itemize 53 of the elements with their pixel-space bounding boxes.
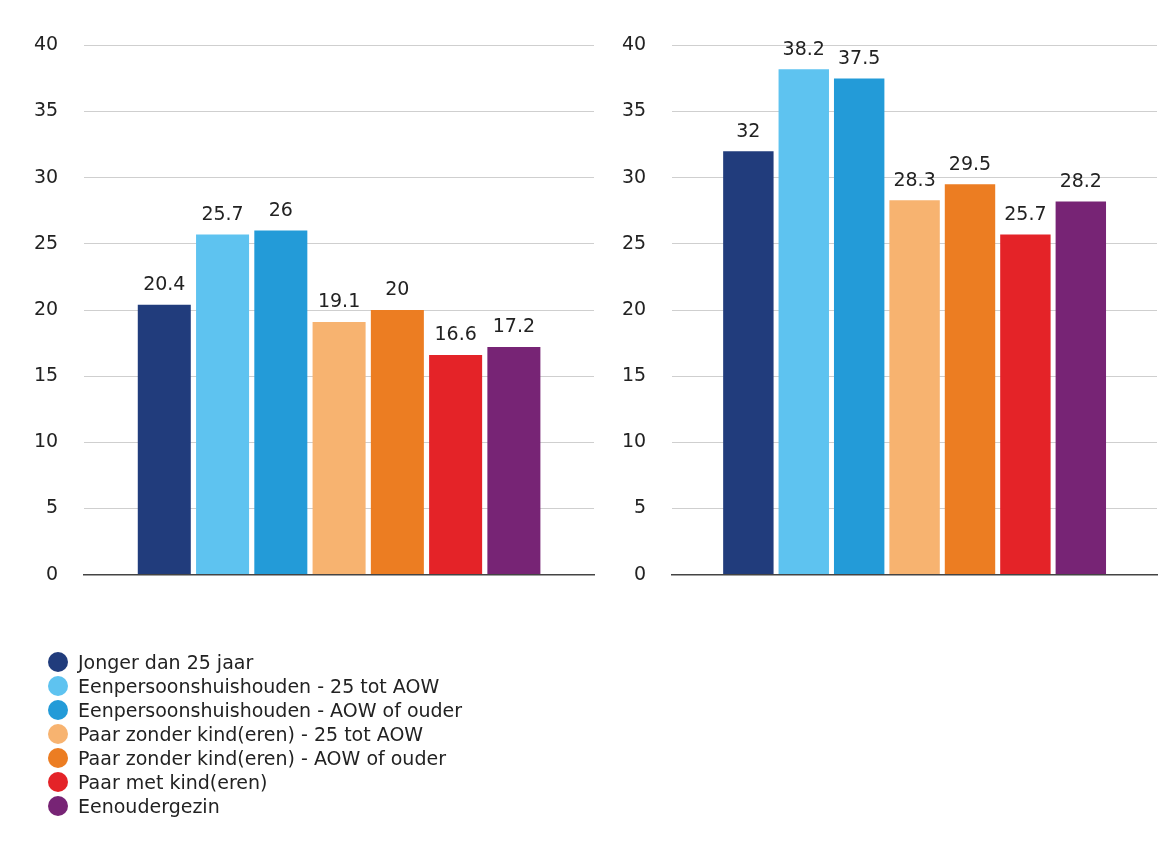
legend-label: Eenoudergezin (78, 795, 220, 817)
bar (312, 321, 366, 575)
data-label: 37.5 (838, 45, 881, 68)
data-label: 17.2 (492, 314, 536, 337)
data-label: 25.7 (201, 202, 244, 225)
legend-label: Eenpersoonshuishouden - 25 tot AOW (78, 675, 440, 697)
legend-label: Paar zonder kind(eren) - 25 tot AOW (78, 723, 424, 745)
bar (778, 69, 829, 575)
bar (889, 200, 940, 575)
bar (723, 151, 774, 575)
bar (1000, 234, 1051, 575)
data-label: 19.1 (317, 289, 361, 312)
data-label: 28.2 (1059, 168, 1102, 191)
bar (944, 184, 996, 575)
y-tick-label: 40 (33, 32, 59, 55)
legend-label: Jonger dan 25 jaar (78, 651, 254, 673)
data-label: 28.3 (893, 167, 936, 190)
y-tick-label: 5 (634, 495, 647, 518)
data-label: 20 (385, 277, 410, 300)
y-tick-label: 20 (621, 296, 647, 319)
bar (487, 347, 541, 575)
y-tick-label: 35 (621, 98, 647, 121)
y-tick-label: 10 (621, 429, 647, 452)
bar (196, 234, 250, 575)
y-tick-label: 25 (621, 230, 647, 253)
data-label: 25.7 (1004, 202, 1047, 225)
data-label: 29.5 (948, 151, 992, 174)
bar (833, 78, 885, 575)
y-tick-label: 5 (46, 495, 59, 518)
legend-label: Paar zonder kind(eren) - AOW of ouder (78, 747, 446, 769)
data-label: 20.4 (143, 272, 186, 295)
data-label: 16.6 (434, 322, 477, 345)
y-tick-label: 15 (621, 363, 647, 386)
y-tick-label: 0 (634, 561, 647, 584)
bar (1055, 201, 1107, 575)
y-tick-label: 30 (621, 164, 647, 187)
y-tick-label: 10 (33, 429, 59, 452)
y-tick-label: 20 (33, 296, 59, 319)
bar (254, 230, 308, 575)
y-tick-label: 15 (33, 363, 59, 386)
y-tick-label: 0 (46, 561, 59, 584)
data-label: 38.2 (782, 36, 825, 59)
bar (370, 310, 424, 575)
legend-label: Eenpersoonshuishouden - AOW of ouder (78, 699, 463, 721)
bar (137, 304, 191, 575)
data-label: 32 (736, 118, 761, 141)
y-tick-label: 30 (33, 164, 59, 187)
data-label: 26 (268, 198, 293, 221)
y-tick-label: 35 (33, 98, 59, 121)
y-tick-label: 40 (621, 32, 647, 55)
y-tick-label: 25 (33, 230, 59, 253)
legend-label: Paar met kind(eren) (78, 771, 268, 793)
bar (429, 354, 483, 575)
